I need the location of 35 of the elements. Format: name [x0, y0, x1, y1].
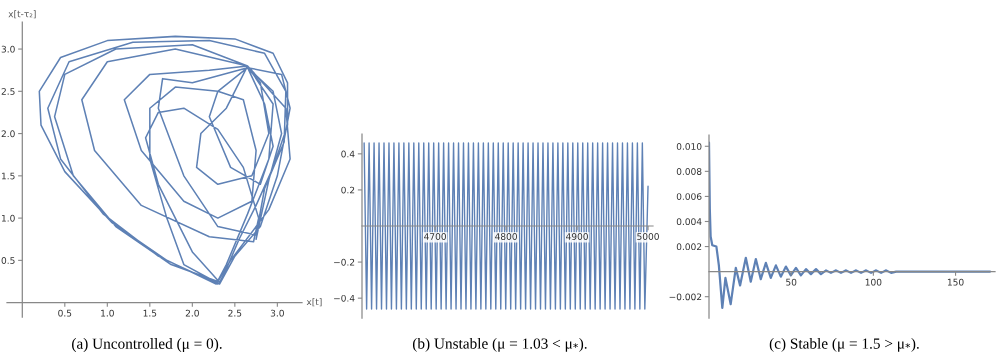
x-tick-label: 0.5: [58, 309, 72, 317]
y-tick-label: 0.010: [676, 143, 702, 150]
y-tick-label: 0.008: [676, 168, 702, 175]
y-tick-label: 2.5: [1, 88, 15, 95]
x-tick-label: 50: [786, 278, 797, 286]
y-tick-label: 2.0: [1, 130, 15, 138]
x-tick-label: 2.0: [185, 309, 199, 317]
y-tick-label: −0.4: [334, 294, 355, 302]
x-tick-label: 150: [947, 278, 964, 286]
x-tick-label: 4700: [424, 233, 446, 240]
x-tick-label: 1.0: [101, 309, 114, 317]
y-tick-label: 3.0: [1, 45, 15, 53]
y-tick-label: 0.2: [341, 186, 355, 194]
text: (b) Unstable (μ = 1.03 < μ$_{*}$).: [412, 337, 587, 352]
x-tick-label: 100: [865, 278, 882, 286]
x-tick-label: 4900: [566, 233, 588, 240]
y-tick-label: 0.004: [676, 218, 702, 226]
y-tick-label: −0.2: [334, 258, 355, 266]
y-tick-label: 1.5: [1, 172, 15, 180]
text: (c) Stable (μ = 1.5 > μ$_{*}$).: [769, 337, 919, 352]
line-series: [38, 35, 291, 285]
x-tick-label: 3.0: [270, 309, 284, 317]
y-tick-label: 0.006: [676, 193, 702, 200]
x-tick-label: 4800: [495, 233, 517, 240]
y-tick-label: −0.002: [669, 293, 702, 301]
text: (a) Uncontrolled (μ = 0).: [72, 338, 222, 352]
x-tick-label: 2.5: [228, 309, 242, 317]
x-axis-title: x[t]: [306, 298, 322, 307]
y-tick-label: 0.002: [676, 243, 702, 251]
y-tick-label: 0.5: [1, 257, 15, 264]
y-axis-title: x[t-τ₂]: [8, 10, 36, 19]
y-tick-label: 0.4: [341, 150, 355, 158]
y-tick-label: 1.0: [1, 214, 15, 222]
x-tick-label: 5000: [637, 233, 659, 240]
x-tick-label: 1.5: [143, 309, 157, 317]
